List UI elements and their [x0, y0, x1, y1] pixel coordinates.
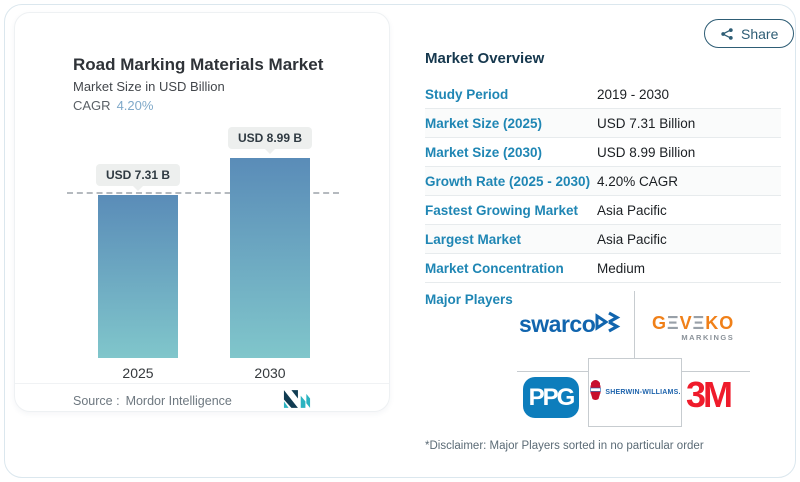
row-label: Market Size (2030): [425, 144, 543, 160]
row-label: Largest Market: [425, 231, 522, 247]
x-axis-label-2030: 2030: [254, 365, 286, 381]
geveko-markings-logo: GΞVΞKO MARKINGS: [652, 313, 734, 342]
reference-dashed-line: [67, 192, 339, 194]
bar-2025: [98, 195, 178, 358]
major-players-label: Major Players: [425, 292, 513, 307]
table-row-market-size-2025: Market Size (2025) USD 7.31 Billion: [425, 109, 781, 138]
cagr-value: 4.20%: [116, 98, 154, 113]
mordor-intelligence-logo-icon: [283, 389, 311, 414]
row-label: Market Concentration: [425, 260, 564, 276]
source-value: Mordor Intelligence: [125, 394, 232, 408]
row-value: Medium: [597, 260, 646, 276]
bar-value-label-2030: USD 8.99 B: [227, 127, 313, 149]
chart-subtitle: Market Size in USD Billion: [73, 79, 225, 94]
paint-can-icon: [589, 379, 602, 406]
row-label: Fastest Growing Market: [425, 202, 579, 218]
table-row-largest-market: Largest Market Asia Pacific: [425, 225, 781, 254]
3m-logo-text: 3M: [686, 374, 733, 415]
overview-title: Market Overview: [425, 50, 545, 67]
table-row-growth-rate: Growth Rate (2025 - 2030) 4.20% CAGR: [425, 167, 781, 196]
row-value: 4.20% CAGR: [597, 173, 679, 189]
table-row-market-concentration: Market Concentration Medium: [425, 254, 781, 283]
row-label: Study Period: [425, 86, 509, 102]
swarco-logo: swarco: [519, 310, 623, 339]
swarco-arrow-icon: [595, 310, 623, 339]
share-button-label: Share: [741, 25, 779, 42]
table-row-fastest-growing-market: Fastest Growing Market Asia Pacific: [425, 196, 781, 225]
connector-line-vertical: [634, 291, 635, 358]
connector-line-right: [682, 371, 750, 372]
chart-title: Road Marking Materials Market: [73, 55, 324, 74]
bar-value-label-2025: USD 7.31 B: [95, 164, 181, 186]
connector-line-left: [517, 371, 588, 372]
row-label: Market Size (2025): [425, 115, 543, 131]
swarco-logo-text: swarco: [519, 311, 596, 337]
disclaimer-text: *Disclaimer: Major Players sorted in no …: [425, 440, 704, 452]
3m-logo: 3M: [686, 374, 733, 416]
row-value: Asia Pacific: [597, 231, 667, 247]
geveko-logo-text: GΞVΞKO: [652, 313, 735, 333]
row-value: USD 8.99 Billion: [597, 144, 696, 160]
chart-cagr: CAGR 4.20%: [73, 98, 153, 113]
sherwin-williams-logo-text: SHERWIN-WILLIAMS.: [605, 389, 681, 396]
cagr-label: CAGR: [73, 98, 111, 113]
table-row-market-size-2030: Market Size (2030) USD 8.99 Billion: [425, 138, 781, 167]
overview-table: Study Period 2019 - 2030 Market Size (20…: [425, 80, 781, 283]
sherwin-williams-logo-box: SHERWIN-WILLIAMS.: [588, 358, 682, 427]
source-divider: [15, 383, 389, 384]
share-button[interactable]: Share: [704, 19, 795, 48]
x-axis-label-2025: 2025: [122, 365, 154, 381]
sherwin-williams-logo: SHERWIN-WILLIAMS.: [589, 379, 680, 406]
row-value: 2019 - 2030: [597, 86, 670, 102]
row-label: Growth Rate (2025 - 2030): [425, 173, 591, 189]
row-value: USD 7.31 Billion: [597, 115, 696, 131]
chart-card: Road Marking Materials Market Market Siz…: [14, 12, 390, 412]
row-value: Asia Pacific: [597, 202, 667, 218]
geveko-logo-subtext: MARKINGS: [681, 333, 735, 342]
source-row: Source : Mordor Intelligence: [73, 394, 232, 408]
ppg-logo: PPG: [523, 377, 579, 418]
share-icon: [720, 27, 734, 41]
bar-2030: [230, 158, 310, 358]
source-label: Source :: [73, 394, 120, 408]
ppg-logo-text: PPG: [528, 383, 576, 411]
table-row-study-period: Study Period 2019 - 2030: [425, 80, 781, 109]
